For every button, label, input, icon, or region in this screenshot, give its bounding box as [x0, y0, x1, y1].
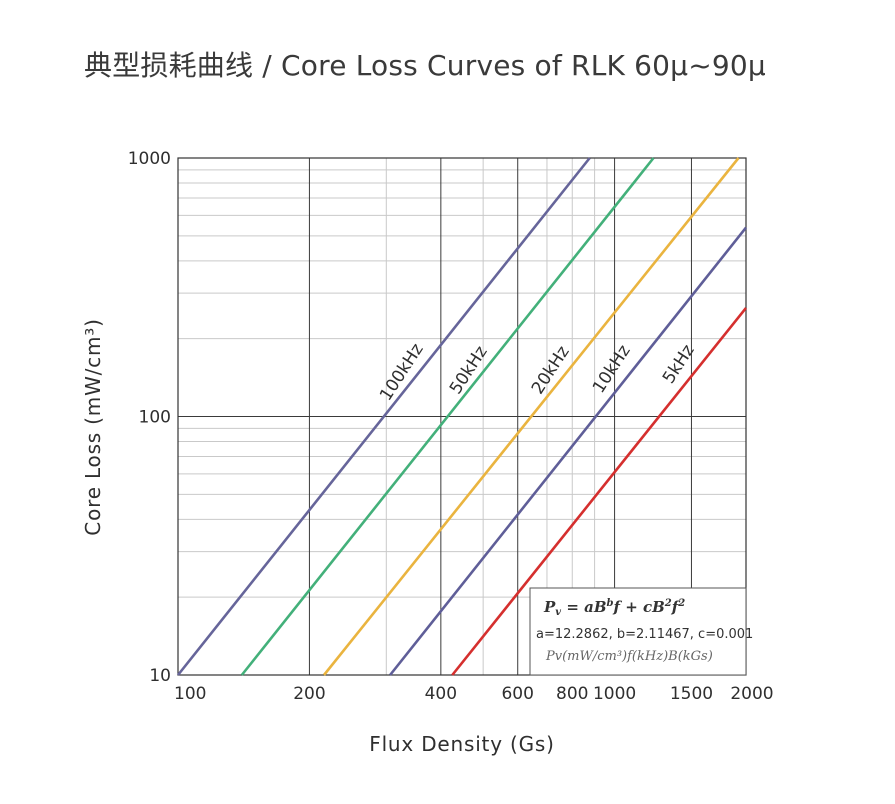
series-line-20khz	[322, 157, 740, 676]
formula-equation: Pv = aBbf + cB2f2	[543, 598, 685, 618]
y-tick-label: 100	[139, 408, 171, 428]
x-tick-label: 200	[293, 684, 325, 704]
x-tick-label: 800	[556, 684, 588, 704]
series-layer	[176, 157, 748, 676]
x-tick-label: 100	[174, 684, 206, 704]
series-line-50khz	[240, 157, 655, 676]
x-axis-label: Flux Density (Gs)	[369, 732, 554, 756]
plot-frame	[177, 157, 747, 676]
x-tick-label: 2000	[730, 684, 773, 704]
series-label-10khz: 10kHz	[589, 341, 635, 397]
formula-params: a=12.2862, b=2.11467, c=0.001	[536, 627, 753, 642]
x-tick-label: 400	[425, 684, 457, 704]
formula-box-frame	[529, 587, 747, 676]
y-axis-label: Core Loss (mW/cm³)	[81, 318, 105, 535]
series-line-10khz	[389, 226, 748, 676]
y-tick-label: 10	[149, 666, 171, 686]
series-label-5khz: 5kHz	[659, 341, 699, 387]
x-tick-label: 600	[501, 684, 533, 704]
series-line-5khz	[451, 307, 748, 676]
y-tick-label: 1000	[128, 149, 171, 169]
x-tick-label: 1500	[670, 684, 713, 704]
formula-units: Pv(mW/cm³)f(kHz)B(kGs)	[545, 649, 713, 664]
x-tick-label: 1000	[593, 684, 636, 704]
series-line-100khz	[176, 157, 591, 676]
chart-title: 典型损耗曲线 / Core Loss Curves of RLK 60μ~90μ	[84, 49, 766, 82]
formula-box: Pv = aBbf + cB2f2 a=12.2862, b=2.11467, …	[529, 587, 753, 676]
